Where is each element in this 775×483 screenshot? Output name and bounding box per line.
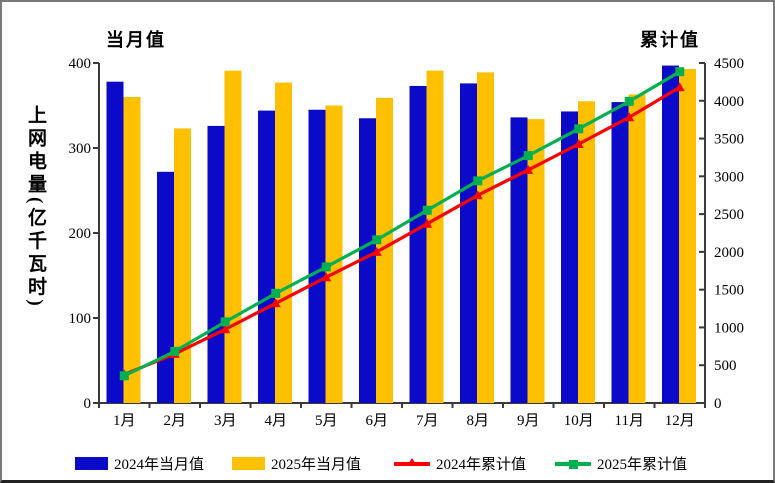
left-axis-tick-label: 0 [84, 396, 92, 412]
marker-square-2025年累计值 [523, 151, 533, 161]
bar-2025年当月值-12月 [679, 68, 696, 403]
bar-2024年当月值-8月 [460, 83, 477, 404]
x-axis-category-label: 6月 [365, 413, 388, 429]
x-axis-category-label: 12月 [665, 413, 695, 429]
marker-triangle-2024年累计值 [270, 298, 281, 308]
x-axis-category-label: 5月 [315, 413, 338, 429]
left-axis-tick-label: 100 [69, 311, 92, 327]
legend-item-2024-monthly: 2024年当月值 [75, 452, 204, 474]
legend-swatch-2025-monthly [232, 456, 265, 470]
bar-2025年当月值-5月 [325, 105, 343, 403]
right-axis-tick-label: 3500 [714, 132, 744, 148]
bar-2025年当月值-8月 [477, 72, 494, 403]
right-axis-tick-label: 4500 [714, 56, 744, 72]
line-2025年累计值 [122, 70, 682, 378]
legend-marker-2025-cumulative [555, 457, 591, 470]
x-axis-category-label: 2月 [163, 413, 186, 429]
left-axis-tick-label: 400 [69, 56, 92, 72]
marker-triangle-2024年累计值 [674, 82, 685, 92]
bar-2025年当月值-7月 [426, 70, 444, 404]
marker-square-2025年累计值 [574, 124, 584, 134]
right-axis-title: 累计值 [640, 30, 700, 50]
bar-2024年当月值-12月 [662, 65, 679, 404]
marker-triangle-2024年累计值 [573, 138, 584, 148]
right-axis-tick-label: 0 [714, 396, 722, 412]
bar-2025年当月值-10月 [578, 101, 595, 403]
bar-2025年当月值-9月 [527, 119, 545, 403]
legend-item-2024-cumulative: 2024年累计值 [394, 452, 526, 474]
right-axis-tick-label: 4000 [714, 94, 744, 110]
bar-2024年当月值-11月 [611, 102, 629, 403]
x-axis-category-label: 3月 [214, 413, 237, 429]
bar-2025年当月值-11月 [628, 94, 646, 403]
marker-triangle-2024年累计值 [523, 164, 534, 174]
marker-triangle-2024年累计值 [371, 246, 382, 256]
marker-triangle-2024年累计值 [472, 190, 483, 200]
bar-2024年当月值-3月 [207, 125, 225, 404]
marker-square-2025年累计值 [271, 288, 281, 298]
x-axis-category-label: 4月 [264, 413, 287, 429]
right-axis-tick-label: 1000 [714, 320, 744, 336]
triangle-marker-icon [407, 457, 417, 466]
bar-2025年当月值-6月 [376, 97, 393, 403]
bar-2024年当月值-6月 [359, 118, 376, 403]
bar-2024年当月值-10月 [561, 111, 578, 403]
right-axis-tick-label: 3000 [714, 169, 744, 185]
legend: 2024年当月值 2025年当月值 2024年累计值 2025年累计值 [2, 452, 773, 476]
bar-2025年当月值-2月 [174, 128, 191, 403]
legend-label-2025-cumulative: 2025年累计值 [597, 456, 688, 473]
marker-square-2025年累计值 [372, 235, 382, 245]
bar-2024年当月值-4月 [258, 110, 275, 403]
marker-square-2025年累计值 [321, 262, 331, 272]
square-marker-icon [569, 459, 578, 469]
marker-square-2025年累计值 [170, 346, 180, 356]
x-axis-category-label: 11月 [615, 413, 644, 429]
legend-marker-2024-cumulative [394, 457, 430, 470]
marker-square-2025年累计值 [220, 317, 230, 327]
right-axis-tick-label: 2500 [714, 207, 744, 223]
x-axis-category-label: 7月 [416, 413, 439, 429]
bar-2024年当月值-7月 [409, 85, 427, 403]
bar-2024年当月值-5月 [308, 109, 326, 403]
line-2024年累计值 [122, 85, 682, 377]
legend-label-2025-monthly: 2025年当月值 [271, 456, 362, 473]
marker-triangle-2024年累计值 [321, 272, 332, 282]
right-axis-tick-label: 1500 [714, 283, 744, 299]
marker-triangle-2024年累计值 [624, 112, 635, 122]
left-axis-tick-label: 300 [69, 141, 92, 157]
bar-2024年当月值-2月 [157, 171, 174, 403]
legend-label-2024-cumulative: 2024年累计值 [436, 456, 527, 473]
x-axis-category-label: 10月 [564, 413, 594, 429]
marker-square-2025年累计值 [422, 205, 432, 215]
marker-square-2025年累计值 [473, 176, 483, 186]
legend-item-2025-cumulative: 2025年累计值 [555, 452, 687, 474]
x-axis-category-label: 9月 [517, 413, 540, 429]
x-axis-category-label: 8月 [466, 413, 489, 429]
marker-triangle-2024年累计值 [422, 218, 433, 228]
left-axis-title: 当月值 [106, 30, 166, 50]
marker-square-2025年累计值 [624, 96, 634, 106]
marker-square-2025年累计值 [119, 371, 129, 381]
right-axis-tick-label: 2000 [714, 245, 744, 261]
bar-2025年当月值-1月 [123, 97, 141, 403]
marker-square-2025年累计值 [675, 67, 685, 77]
right-axis-tick-label: 500 [714, 358, 737, 374]
bar-2024年当月值-9月 [510, 117, 528, 404]
legend-item-2025-monthly: 2025年当月值 [232, 452, 361, 474]
legend-label-2024-monthly: 2024年当月值 [114, 456, 205, 473]
y-axis-label: 上网电量(亿千瓦时) [25, 105, 46, 310]
x-axis-category-label: 1月 [113, 413, 136, 429]
marker-triangle-2024年累计值 [220, 324, 231, 334]
bar-2025年当月值-3月 [224, 70, 242, 404]
legend-swatch-2024-monthly [75, 456, 108, 470]
left-axis-tick-label: 200 [69, 226, 92, 242]
bar-2024年当月值-1月 [106, 81, 124, 403]
bar-2025年当月值-4月 [275, 82, 292, 404]
